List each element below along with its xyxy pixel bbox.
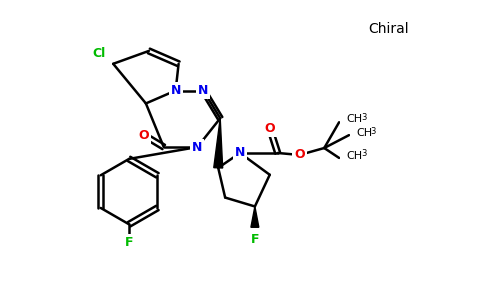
Polygon shape	[251, 206, 259, 227]
Text: N: N	[235, 146, 245, 160]
Text: N: N	[170, 84, 181, 97]
Text: O: O	[264, 122, 275, 135]
Text: 3: 3	[361, 149, 366, 158]
Text: Cl: Cl	[93, 47, 106, 60]
Text: CH: CH	[356, 128, 372, 138]
Text: 3: 3	[371, 127, 376, 136]
Text: CH: CH	[346, 114, 362, 124]
Text: Chiral: Chiral	[368, 22, 409, 36]
Text: CH: CH	[346, 151, 362, 161]
Text: 3: 3	[361, 113, 366, 122]
Text: O: O	[294, 148, 305, 161]
Text: F: F	[251, 233, 259, 246]
Text: F: F	[125, 236, 133, 249]
Polygon shape	[214, 118, 223, 168]
Text: O: O	[138, 129, 149, 142]
Text: N: N	[198, 84, 209, 97]
Text: N: N	[192, 140, 203, 154]
